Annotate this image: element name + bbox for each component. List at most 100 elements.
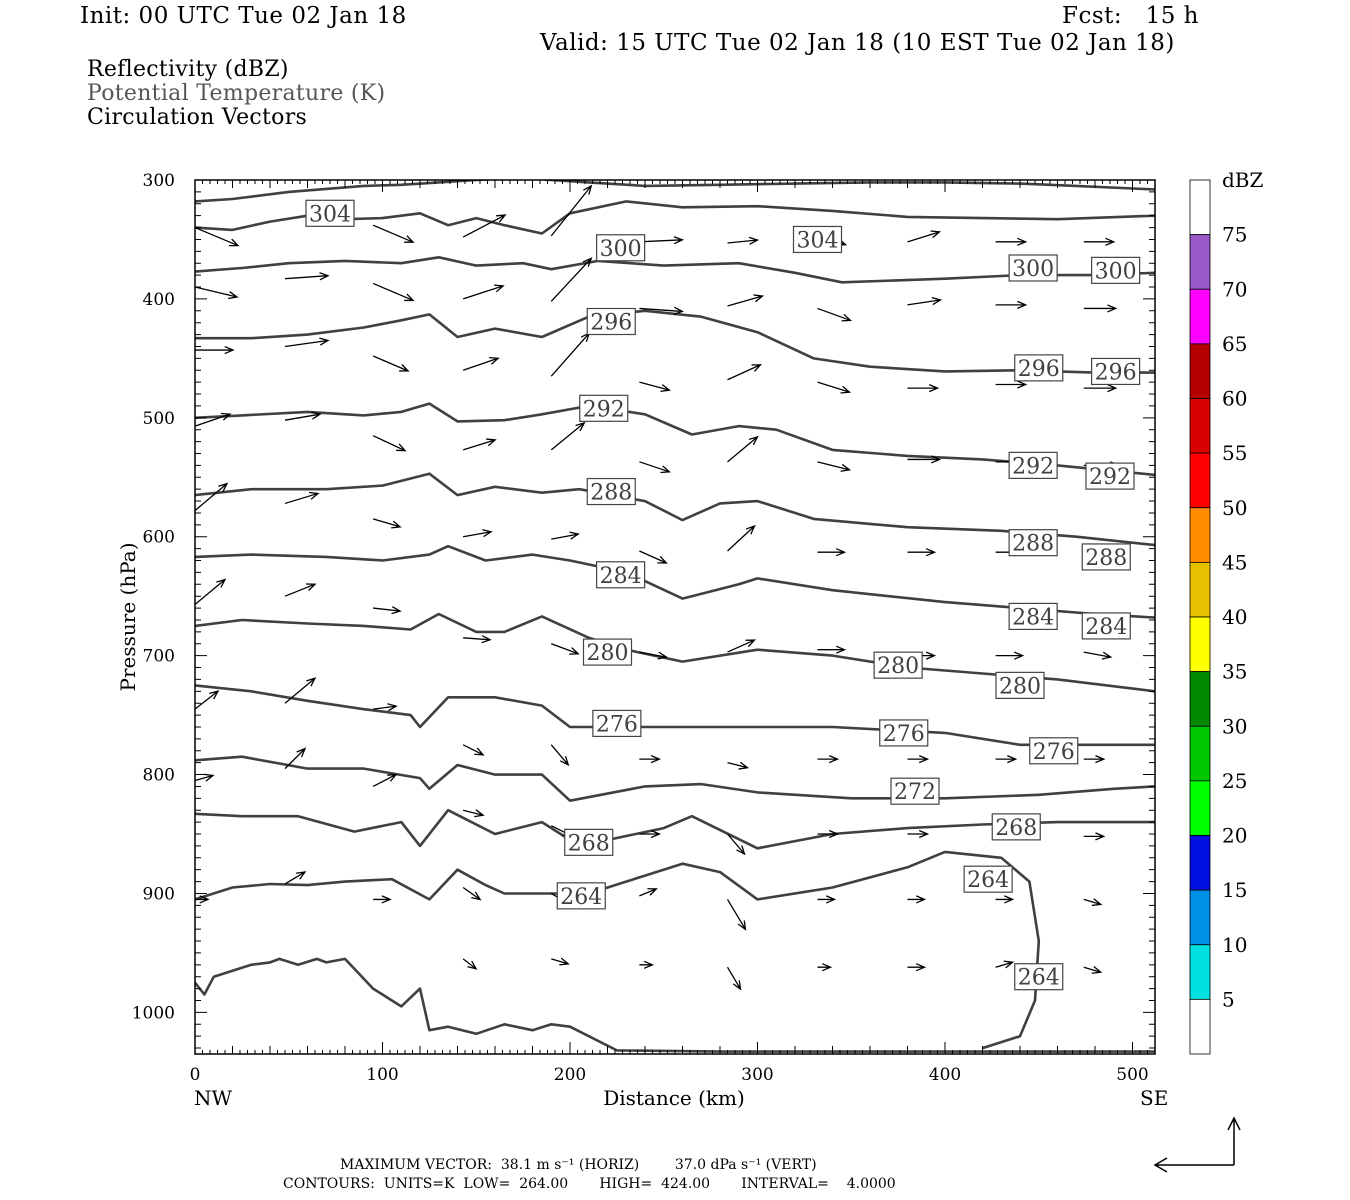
contour-label-20: 276 bbox=[596, 712, 638, 737]
colorbar-segment-5 bbox=[1189, 452, 1211, 509]
contour-label-box-15 bbox=[1008, 602, 1058, 631]
vector-arrow-68 bbox=[373, 703, 398, 712]
colorbar-segment-2 bbox=[1189, 288, 1211, 345]
contour-label-23: 272 bbox=[894, 780, 936, 805]
contour-label-19: 280 bbox=[999, 674, 1041, 699]
vector-arrow-38 bbox=[639, 461, 671, 474]
vector-arrow-28 bbox=[727, 364, 763, 381]
right-endpoint: SE bbox=[1140, 1086, 1168, 1110]
colorbar-segment-6 bbox=[1189, 507, 1211, 563]
vector-arrow-94 bbox=[726, 899, 747, 931]
vector-arrow-77 bbox=[194, 773, 215, 782]
contour-label-box-0 bbox=[305, 199, 355, 227]
vector-arrow-0 bbox=[194, 226, 240, 247]
vector-arrow-105 bbox=[995, 960, 1015, 969]
vector-arrow-91 bbox=[462, 886, 482, 901]
vector-arrow-18 bbox=[817, 307, 853, 322]
vector-arrow-50 bbox=[727, 524, 756, 552]
y-tick-label-800: 800 bbox=[143, 766, 175, 786]
colorbar-label-50: 50 bbox=[1222, 496, 1247, 520]
contour-label-box-8 bbox=[579, 394, 629, 422]
vector-arrow-15 bbox=[550, 257, 593, 302]
contour-label-7: 296 bbox=[1095, 360, 1137, 385]
vector-arrow-74 bbox=[907, 754, 930, 764]
contour-label-box-16 bbox=[1081, 612, 1131, 640]
contour-label-4: 300 bbox=[1095, 259, 1137, 284]
x-tick-label-300: 300 bbox=[741, 1065, 773, 1085]
valid-time: Valid: 15 UTC Tue 02 Jan 18 (10 EST Tue … bbox=[540, 30, 1175, 56]
vector-arrow-44 bbox=[194, 482, 229, 512]
colorbar-segment-15 bbox=[1189, 998, 1211, 1055]
colorbar-label-5: 5 bbox=[1222, 987, 1235, 1011]
vector-arrow-60 bbox=[639, 651, 669, 660]
contour-label-box-19 bbox=[995, 671, 1045, 699]
circulation-vectors bbox=[194, 184, 1121, 991]
colorbar-label-30: 30 bbox=[1222, 714, 1247, 738]
colorbar-segment-14 bbox=[1189, 944, 1211, 1000]
colorbar-segment-13 bbox=[1189, 889, 1211, 946]
vector-arrow-87 bbox=[1083, 832, 1106, 841]
reference-vector-icon bbox=[1153, 1116, 1241, 1173]
vector-arrow-73 bbox=[817, 754, 840, 764]
contour-label-15: 284 bbox=[1012, 605, 1054, 630]
left-endpoint: NW bbox=[194, 1086, 233, 1110]
vector-arrow-104 bbox=[907, 963, 927, 972]
vector-arrow-70 bbox=[550, 744, 570, 767]
contour-label-11: 288 bbox=[590, 481, 632, 506]
vector-arrow-57 bbox=[373, 606, 402, 615]
contour-info: CONTOURS: UNITS=K LOW= 264.00 HIGH= 424.… bbox=[283, 1176, 896, 1192]
field-reflectivity: Reflectivity (dBZ) bbox=[87, 57, 289, 82]
colorbar-label-40: 40 bbox=[1222, 605, 1247, 629]
contour-272-9 bbox=[195, 755, 1155, 802]
colorbar-segment-9 bbox=[1189, 671, 1211, 727]
vector-arrow-31 bbox=[995, 380, 1028, 389]
vector-arrow-2 bbox=[372, 224, 415, 243]
vector-arrow-85 bbox=[907, 829, 930, 839]
contour-label-box-4 bbox=[1091, 256, 1141, 284]
contour-label-10: 292 bbox=[1089, 465, 1131, 490]
y-tick-label-400: 400 bbox=[143, 290, 175, 310]
vector-arrow-66 bbox=[194, 690, 220, 710]
vector-arrow-30 bbox=[907, 383, 940, 393]
contour-label-21: 276 bbox=[883, 722, 925, 747]
vector-arrow-25 bbox=[462, 356, 500, 371]
contour-label-13: 288 bbox=[1085, 546, 1127, 571]
vector-arrow-79 bbox=[372, 773, 398, 788]
contour-label-16: 284 bbox=[1085, 615, 1127, 640]
vector-arrow-55 bbox=[194, 578, 227, 606]
vector-arrow-95 bbox=[817, 895, 837, 904]
contour-label-26: 264 bbox=[560, 885, 602, 910]
vector-arrow-62 bbox=[817, 645, 847, 654]
contour-label-box-21 bbox=[879, 719, 929, 747]
vector-arrow-37 bbox=[550, 421, 586, 451]
vector-arrow-49 bbox=[639, 550, 668, 564]
contour-label-box-10 bbox=[1085, 462, 1135, 490]
vector-arrow-90 bbox=[373, 895, 392, 904]
vector-arrow-61 bbox=[727, 639, 757, 653]
vector-arrow-22 bbox=[195, 345, 235, 355]
contour-label-box-20 bbox=[592, 709, 642, 738]
contour-label-18: 280 bbox=[877, 654, 919, 679]
vector-arrow-65 bbox=[1083, 651, 1113, 660]
contour-label-box-13 bbox=[1081, 543, 1131, 571]
colorbar-segment-3 bbox=[1189, 343, 1211, 399]
colorbar-label-15: 15 bbox=[1222, 878, 1247, 902]
vector-arrow-59 bbox=[551, 643, 580, 655]
contour-label-22: 276 bbox=[1033, 740, 1075, 765]
contour-label-3: 300 bbox=[1012, 257, 1054, 282]
vector-arrow-76 bbox=[1083, 754, 1106, 764]
contour-label-box-24 bbox=[564, 828, 614, 856]
vector-arrow-69 bbox=[462, 744, 485, 756]
contour-label-28: 264 bbox=[1018, 966, 1060, 991]
vector-arrow-45 bbox=[284, 491, 320, 505]
axes: 0 100 200 300 400 500 300 400 500 600 700 800 900 100… bbox=[132, 171, 1156, 1085]
contour-label-box-22 bbox=[1029, 737, 1079, 765]
init-time: Init: 00 UTC Tue 02 Jan 18 bbox=[80, 3, 407, 29]
colorbar-label-70: 70 bbox=[1222, 277, 1247, 301]
contour-label-box-11 bbox=[586, 477, 636, 506]
vector-arrow-97 bbox=[995, 895, 1015, 904]
contour-label-box-27 bbox=[963, 865, 1013, 893]
field-circulation-vectors: Circulation Vectors bbox=[87, 105, 308, 130]
contour-label-box-3 bbox=[1008, 254, 1058, 282]
